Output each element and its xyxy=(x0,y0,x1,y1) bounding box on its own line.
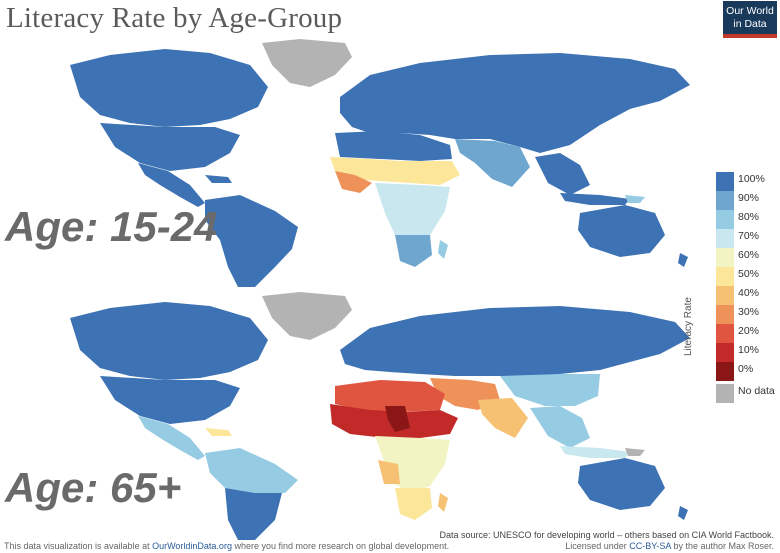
legend-swatch xyxy=(716,305,734,324)
north-africa-region xyxy=(335,380,445,412)
legend-swatch xyxy=(716,267,734,286)
sahel-darkest-region xyxy=(385,406,410,432)
usa-region xyxy=(100,123,240,171)
owid-link[interactable]: OurWorldinData.org xyxy=(152,541,232,551)
chart-title: Literacy Rate by Age-Group xyxy=(6,2,343,34)
legend-swatch xyxy=(716,384,734,403)
png-region xyxy=(625,195,645,203)
legend-swatch xyxy=(716,210,734,229)
panel-label-15-24: Age: 15-24 xyxy=(5,203,218,250)
indonesia-region xyxy=(560,193,630,205)
caribbean-region xyxy=(205,428,232,436)
greenland-region xyxy=(262,39,352,87)
north-america-north-region xyxy=(70,302,268,380)
legend-label: 90% xyxy=(738,192,760,204)
south-asia-region xyxy=(478,398,528,438)
new-zealand-region xyxy=(678,253,688,267)
logo-line-1: Our World xyxy=(726,5,774,17)
panel-label-65-plus: Age: 65+ xyxy=(5,464,182,511)
greenland-region xyxy=(262,292,352,340)
legend-label: 60% xyxy=(738,249,760,261)
legend-label: No data xyxy=(738,385,775,397)
footer-attribution: This data visualization is available at … xyxy=(4,541,449,551)
legend-label: 80% xyxy=(738,211,760,223)
south-america-south-region xyxy=(225,488,282,540)
north-america-north-region xyxy=(70,49,268,127)
license-link[interactable]: CC-BY-SA xyxy=(629,541,671,551)
eurasia-north-region xyxy=(340,306,690,376)
legend-swatch xyxy=(716,248,734,267)
footer-suffix: where you find more research on global d… xyxy=(231,541,450,551)
central-africa-region xyxy=(375,183,450,247)
caribbean-region xyxy=(205,175,232,183)
legend-label: 40% xyxy=(738,287,760,299)
southeast-asia-region xyxy=(535,153,590,195)
australia-region xyxy=(578,458,665,510)
southern-africa-region xyxy=(395,488,432,520)
legend-swatch xyxy=(716,324,734,343)
legend-label: 50% xyxy=(738,268,760,280)
legend-swatch xyxy=(716,172,734,191)
legend-swatch xyxy=(716,191,734,210)
angola-region xyxy=(378,460,400,484)
madagascar-region xyxy=(438,493,448,512)
china-region xyxy=(500,374,600,406)
eurasia-region xyxy=(340,53,690,153)
legend-swatch xyxy=(716,362,734,381)
footer-prefix: This data visualization is available at xyxy=(4,541,153,551)
legend-swatch xyxy=(716,229,734,248)
madagascar-region xyxy=(438,240,448,259)
new-zealand-region xyxy=(678,506,688,520)
central-america-region xyxy=(138,416,205,460)
legend-label: 20% xyxy=(738,325,760,337)
sahel-region xyxy=(330,157,460,185)
world-map-65-plus xyxy=(70,292,690,540)
legend-title: Literacy Rate xyxy=(683,297,694,356)
south-asia-region xyxy=(455,139,530,187)
world-map-15-24 xyxy=(70,39,690,287)
usa-region xyxy=(100,376,240,424)
owid-logo[interactable]: Our World in Data xyxy=(723,1,777,38)
logo-line-2: in Data xyxy=(733,18,767,30)
southern-africa-region xyxy=(395,235,432,267)
southeast-asia-region xyxy=(530,406,590,448)
license-line: Licensed under CC-BY-SA by the author Ma… xyxy=(565,541,774,551)
indonesia-region xyxy=(560,446,630,458)
legend-label: 100% xyxy=(738,173,765,185)
south-america-region xyxy=(205,195,298,287)
license-prefix: Licensed under xyxy=(565,541,630,551)
license-suffix: by the author Max Roser. xyxy=(670,541,774,551)
legend-swatch xyxy=(716,343,734,362)
australia-region xyxy=(578,205,665,257)
legend-swatch xyxy=(716,286,734,305)
west-africa-low-region xyxy=(335,171,372,193)
png-region xyxy=(625,448,645,456)
south-america-north-region xyxy=(205,448,298,493)
north-africa-region xyxy=(335,131,452,161)
central-america-region xyxy=(138,163,205,207)
legend-label: 0% xyxy=(738,363,754,375)
legend-label: 70% xyxy=(738,230,760,242)
data-source: Data source: UNESCO for developing world… xyxy=(439,530,775,540)
legend-label: 10% xyxy=(738,344,760,356)
legend-label: 30% xyxy=(738,306,760,318)
